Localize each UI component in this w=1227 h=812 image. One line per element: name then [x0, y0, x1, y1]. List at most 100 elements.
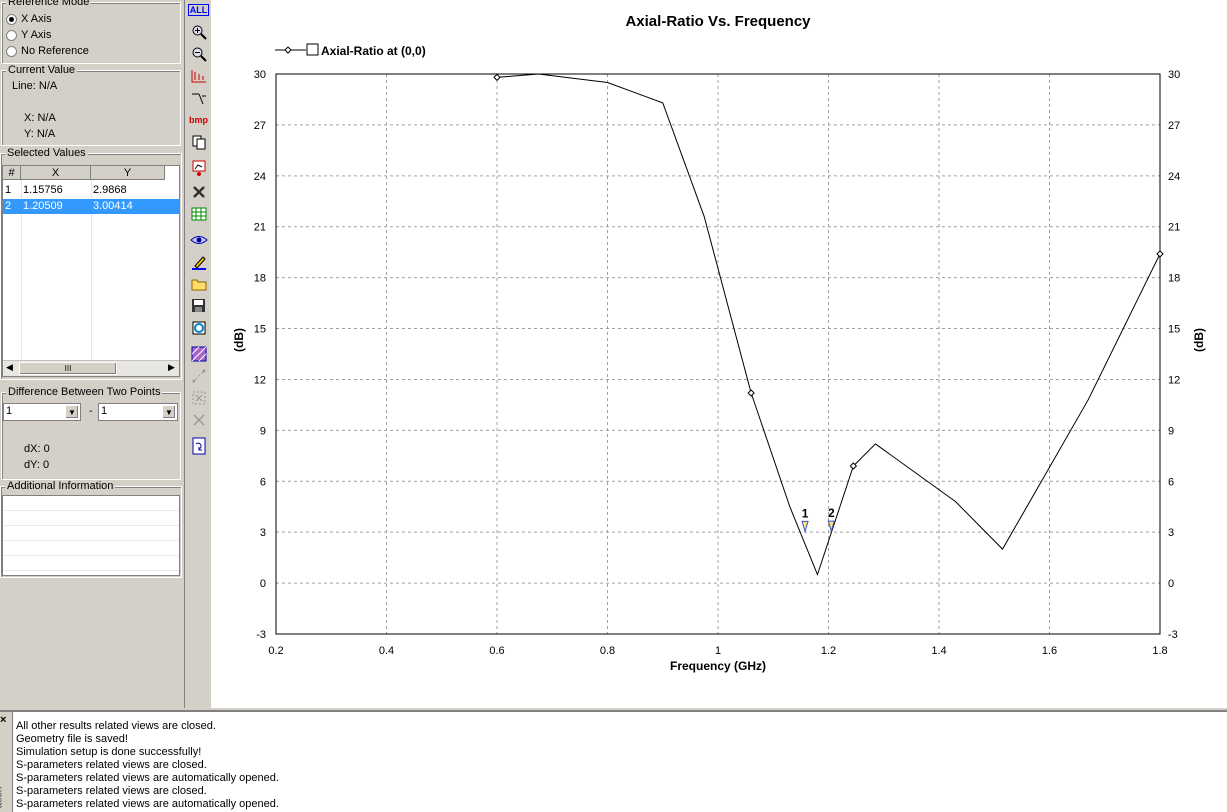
y-tick-label: 30	[254, 69, 266, 81]
output-console[interactable]: × ation All other results related views …	[0, 710, 1227, 812]
y-tick-label-right: 18	[1168, 273, 1180, 285]
delete-icon[interactable]	[188, 410, 209, 429]
legend-checkbox[interactable]	[306, 43, 319, 56]
console-message: All other results related views are clos…	[16, 720, 216, 732]
console-message: Geometry file is saved!	[16, 733, 128, 745]
axis-icon[interactable]	[188, 88, 209, 107]
y-tick-label-right: 15	[1168, 324, 1180, 336]
additional-info-group: Additional Information	[0, 480, 182, 578]
x-tick-label: 0.8	[600, 645, 615, 657]
close-icon[interactable]: ×	[0, 714, 7, 726]
pattern-icon[interactable]	[188, 344, 209, 363]
reference-mode-title: Reference Mode	[6, 0, 92, 8]
y-tick-label-right: 27	[1168, 120, 1180, 132]
y-tick-label-right: 24	[1168, 171, 1180, 183]
radio-dot[interactable]	[6, 13, 17, 25]
point-a-value: 1	[6, 405, 13, 417]
difference-title: Difference Between Two Points	[6, 386, 163, 398]
column-header-index[interactable]: #	[3, 166, 21, 180]
copy-icon[interactable]	[188, 132, 209, 151]
axial-ratio-chart[interactable]: Axial-Ratio Vs. Frequency Axial-Ratio at…	[211, 0, 1227, 708]
all-label: ALL	[187, 3, 210, 16]
x-tick-label: 1.4	[931, 645, 946, 657]
x-tick-label: 1	[715, 645, 721, 657]
point-b-select[interactable]: 1 ▼	[98, 403, 178, 421]
column-header-x[interactable]: X	[21, 166, 91, 180]
x-tick-label: 1.2	[821, 645, 836, 657]
save-icon[interactable]	[188, 296, 209, 315]
zoom-out-icon[interactable]	[188, 44, 209, 63]
current-y-value: Y: N/A	[24, 128, 56, 140]
chart-legend[interactable]: Axial-Ratio at (0,0)	[275, 43, 426, 58]
radio-y-axis[interactable]: Y Axis	[6, 28, 51, 42]
point-marker[interactable]	[801, 520, 809, 534]
current-value-title: Current Value	[6, 64, 78, 76]
series-marker[interactable]	[849, 462, 858, 470]
console-message: S-parameters related views are closed.	[16, 759, 207, 771]
series-marker[interactable]	[1156, 250, 1164, 258]
legend-series-name: Axial-Ratio at (0,0)	[321, 44, 426, 58]
horizontal-scrollbar[interactable]: ◀ III ▶	[3, 360, 179, 376]
zoom-in-icon[interactable]	[188, 22, 209, 41]
radio-no-reference[interactable]: No Reference	[6, 44, 89, 58]
export-icon[interactable]	[188, 318, 209, 337]
open-folder-icon[interactable]	[188, 274, 209, 293]
legend-marker	[284, 46, 292, 54]
edit-curve-icon[interactable]	[188, 158, 209, 177]
link-icon[interactable]	[188, 366, 209, 385]
tools-icon[interactable]	[188, 182, 209, 201]
column-header-y[interactable]: Y	[91, 166, 165, 180]
point-a-select[interactable]: 1 ▼	[3, 403, 81, 421]
series-marker[interactable]	[493, 73, 501, 82]
eye-icon[interactable]	[188, 230, 209, 249]
all-icon[interactable]: ALL	[187, 0, 210, 19]
row-index: 1	[5, 184, 12, 196]
console-message: S-parameters related views are automatic…	[16, 772, 279, 784]
table-icon[interactable]	[188, 204, 209, 223]
y-tick-label: 21	[254, 222, 266, 234]
left-panel: Reference Mode X Axis Y Axis No Referenc…	[0, 0, 183, 708]
radio-dot[interactable]	[6, 29, 17, 41]
current-x-value: X: N/A	[24, 112, 56, 124]
series-line[interactable]	[496, 73, 1161, 577]
toolbar: ALL bmp	[184, 0, 212, 708]
table-row[interactable]: 1 1.15756 2.9868	[3, 183, 179, 198]
plot-frame	[275, 73, 1161, 635]
y-tick-label-right: 6	[1168, 476, 1174, 488]
console-message: S-parameters related views are closed.	[16, 785, 207, 797]
scroll-thumb[interactable]: III	[19, 362, 117, 375]
x-tick-label: 0.6	[489, 645, 504, 657]
x-tick-label: 1.6	[1042, 645, 1057, 657]
selected-values-group: Selected Values # X Y 1 1.15756 2.9868 2…	[0, 147, 182, 380]
additional-info-box[interactable]	[2, 495, 180, 576]
console-message: S-parameters related views are automatic…	[16, 798, 279, 810]
difference-group: Difference Between Two Points 1 ▼ - 1 ▼ …	[1, 386, 181, 480]
y-tick-label-right: 30	[1168, 69, 1180, 81]
y-tick-label: 24	[254, 171, 266, 183]
series-marker[interactable]	[747, 389, 755, 397]
scroll-left-icon[interactable]: ◀	[6, 362, 13, 372]
console-tab[interactable]: × ation	[0, 712, 13, 812]
row-x-value: 1.15756	[23, 184, 63, 196]
refresh-icon[interactable]	[188, 436, 209, 455]
reference-mode-group: Reference Mode X Axis Y Axis No Referenc…	[1, 0, 181, 64]
radio-dot[interactable]	[6, 45, 17, 57]
select-icon[interactable]	[188, 388, 209, 407]
chevron-down-icon[interactable]: ▼	[65, 405, 79, 419]
y-tick-label: 9	[260, 425, 266, 437]
table-row[interactable]: 2 1.20509 3.00414	[3, 199, 179, 214]
selected-values-table[interactable]: # X Y 1 1.15756 2.9868 2 1.20509 3.00414…	[2, 165, 180, 377]
radio-x-axis[interactable]: X Axis	[6, 12, 52, 26]
chevron-down-icon[interactable]: ▼	[162, 405, 176, 419]
bmp-icon[interactable]: bmp	[188, 110, 209, 129]
marker-icon[interactable]	[188, 66, 209, 85]
pen-icon[interactable]	[188, 252, 209, 271]
point-marker[interactable]	[827, 520, 835, 533]
point-b-value: 1	[101, 405, 108, 417]
scroll-right-icon[interactable]: ▶	[168, 362, 175, 372]
y-tick-label-right: 12	[1168, 374, 1180, 386]
y-tick-label-right: 3	[1168, 527, 1174, 539]
y-tick-label: 12	[254, 374, 266, 386]
y-tick-label: 18	[254, 273, 266, 285]
y-tick-label: -3	[256, 629, 266, 641]
